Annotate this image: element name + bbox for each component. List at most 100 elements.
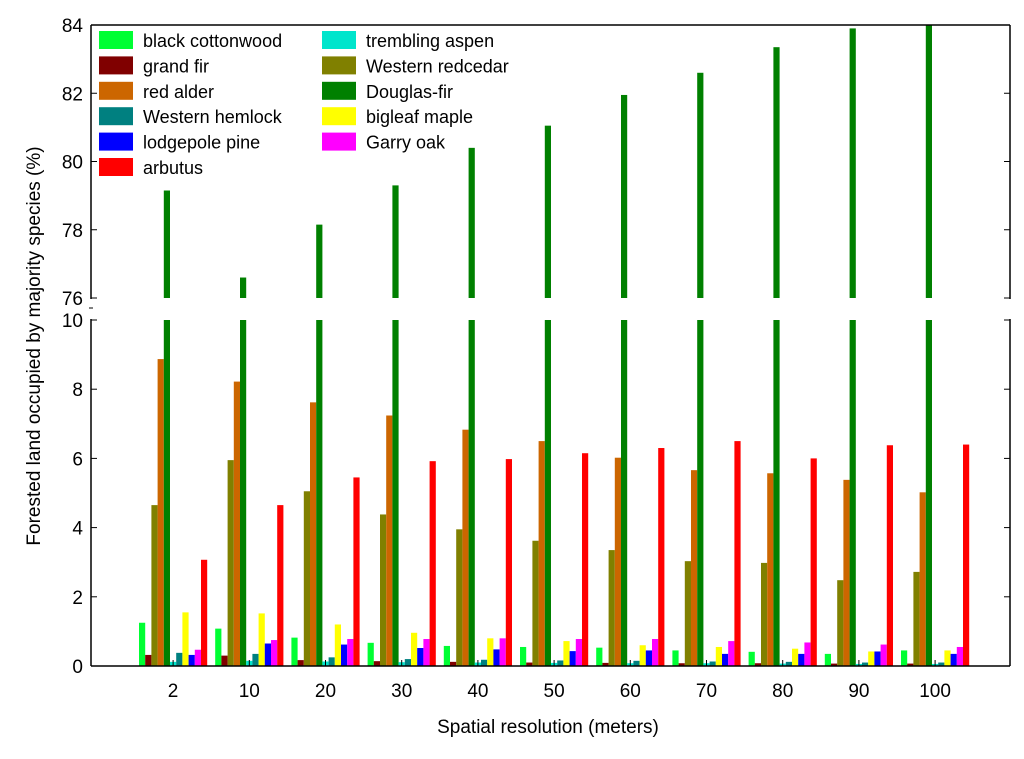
bar-arbutus-40 [505,459,512,666]
bar-douglas-fir-30-upper [392,185,399,298]
y-axis-title: Forested land occupied by majority speci… [24,146,45,545]
bar-garry-oak-2 [194,649,201,666]
bar-lodgepole-pine-60 [645,650,652,666]
bar-grand-fir-20 [297,660,304,666]
bar-black-cottonwood-10 [215,628,222,666]
bar-arbutus-30 [429,461,436,666]
bar-douglas-fir-100-lower [925,320,932,666]
bar-lodgepole-pine-30 [417,648,424,666]
bar-bigleaf-maple-20 [334,624,341,666]
bar-grand-fir-30 [373,661,380,666]
legend-label-douglas-fir: Douglas-fir [366,82,453,102]
bar-black-cottonwood-20 [291,637,298,666]
legend-label-western-hemlock: Western hemlock [143,107,283,127]
bar-arbutus-80 [810,458,817,666]
bar-lodgepole-pine-10 [264,643,271,666]
bar-bigleaf-maple-80 [792,648,799,666]
bar-bigleaf-maple-10 [258,613,265,666]
bar-douglas-fir-2-upper [163,190,170,298]
bar-douglas-fir-80-upper [773,47,780,299]
bar-grand-fir-70 [678,663,685,666]
legend: black cottonwood trembling aspen grand fir… [99,31,509,178]
bar-western-redcedar-80 [761,562,768,666]
bar-western-hemlock-90 [862,662,869,666]
bar-lodgepole-pine-80 [798,653,805,666]
legend-label-western-redcedar: Western redcedar [366,56,509,76]
bar-douglas-fir-10-lower [240,320,247,666]
legend-swatch-douglas-fir [322,81,356,100]
bar-douglas-fir-2-lower [163,320,170,666]
bar-western-redcedar-20 [303,491,310,666]
bar-black-cottonwood-90 [824,653,831,666]
legend-label-lodgepole-pine: lodgepole pine [143,133,260,153]
legend-label-grand-fir: grand fir [143,56,209,76]
legend-swatch-western-hemlock [99,107,133,126]
bar-arbutus-60 [658,448,665,666]
bar-black-cottonwood-70 [672,650,679,666]
x-axis-title: Spatial resolution (meters) [437,717,659,738]
bar-western-redcedar-2 [151,505,158,666]
bar-douglas-fir-80-lower [773,320,780,666]
bar-garry-oak-60 [652,639,659,666]
bar-garry-oak-40 [499,638,506,666]
legend-swatch-red-alder [99,81,133,100]
legend-label-bigleaf-maple: bigleaf maple [366,107,473,127]
legend-swatch-trembling-aspen [322,31,356,49]
bar-red-alder-100 [919,492,926,666]
y-tick-label-6: 6 [72,449,83,470]
bar-bigleaf-maple-100 [944,650,951,666]
x-tick-label-100: 100 [919,681,951,702]
bar-red-alder-80 [767,473,774,666]
legend-label-garry-oak: Garry oak [366,133,446,153]
bar-douglas-fir-60-lower [621,320,628,666]
bar-red-alder-20 [310,402,317,666]
bar-western-hemlock-60 [633,660,640,666]
bar-grand-fir-10 [221,655,228,666]
bar-lodgepole-pine-50 [569,651,576,666]
bar-garry-oak-80 [804,642,811,666]
bar-douglas-fir-50-upper [544,125,551,298]
y-tick-label-78: 78 [62,221,83,242]
legend-swatch-garry-oak [322,132,356,151]
bar-black-cottonwood-80 [748,651,755,666]
bar-garry-oak-10 [271,640,278,666]
bar-black-cottonwood-40 [443,645,450,666]
bar-grand-fir-40 [450,661,457,666]
bar-lodgepole-pine-20 [341,644,348,666]
x-tick-label-80: 80 [772,681,793,702]
x-tick-label-40: 40 [467,681,488,702]
bar-garry-oak-50 [575,639,582,666]
x-tick-label-70: 70 [696,681,717,702]
bar-arbutus-2 [201,559,208,666]
bar-douglas-fir-70-upper [697,72,704,299]
bar-lodgepole-pine-40 [493,649,500,666]
bar-garry-oak-20 [347,639,354,666]
y-tick-label-84: 84 [62,16,84,37]
bar-arbutus-50 [582,453,589,666]
bar-garry-oak-70 [728,641,735,666]
bar-douglas-fir-30-lower [392,320,399,666]
bar-bigleaf-maple-90 [868,651,875,666]
x-tick-label-10: 10 [239,681,260,702]
bar-arbutus-70 [734,441,741,666]
bars-layer [139,25,970,666]
y-tick-label-4: 4 [72,519,83,540]
bar-arbutus-90 [886,445,893,666]
bar-douglas-fir-40-lower [468,320,475,666]
bar-red-alder-70 [691,470,698,666]
bar-douglas-fir-50-lower [544,320,551,666]
bar-western-hemlock-20 [328,657,335,666]
bar-arbutus-10 [277,505,284,666]
bar-western-redcedar-10 [227,460,234,666]
bar-douglas-fir-20-upper [316,224,323,298]
legend-swatch-western-redcedar [322,56,356,75]
y-tick-label-10: 10 [62,311,83,332]
bar-douglas-fir-90-upper [849,28,856,298]
bar-western-hemlock-30 [404,659,411,666]
bar-grand-fir-90 [831,663,838,666]
legend-swatch-arbutus [99,158,133,176]
bar-grand-fir-60 [602,662,609,666]
bar-bigleaf-maple-70 [715,646,722,666]
legend-label-trembling-aspen: trembling aspen [366,31,494,51]
